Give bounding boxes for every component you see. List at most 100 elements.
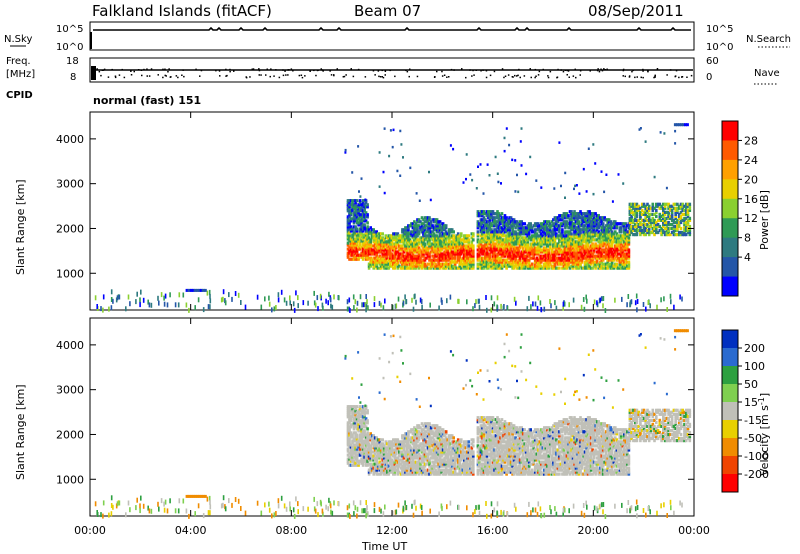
power-cell [597, 264, 600, 268]
velocity-cell [358, 449, 362, 453]
velocity-cell [352, 427, 356, 431]
power-cell [547, 236, 551, 240]
power-cell [509, 254, 513, 258]
power-cell [358, 209, 362, 213]
power-cell [444, 256, 448, 260]
power-cell [538, 242, 542, 246]
power-cell [404, 254, 407, 258]
nave-dot [556, 76, 559, 78]
power-cell [527, 264, 531, 268]
power-cell [426, 250, 430, 254]
power-cell [632, 226, 635, 231]
velocity-cell [402, 448, 406, 452]
velocity-cell [376, 472, 380, 476]
power-cell [354, 199, 357, 203]
power-cell [646, 222, 649, 227]
power-cell [453, 262, 457, 266]
velocity-cell [379, 442, 383, 446]
power-cell [366, 213, 369, 217]
velocity-cell [358, 407, 362, 411]
nave-dot [258, 68, 260, 70]
power-cell [574, 216, 578, 220]
power-cell [642, 226, 646, 231]
power-cell [676, 224, 679, 229]
power-cell [660, 228, 663, 233]
power-cell [443, 256, 446, 260]
power-cell [588, 258, 591, 262]
power-cell [570, 248, 573, 252]
power-cell [585, 228, 588, 232]
power-cell [372, 264, 375, 268]
power-cell [582, 212, 585, 216]
power-cell [482, 266, 486, 270]
power-cell [684, 204, 688, 208]
power-cell [621, 224, 625, 228]
power-cell [460, 234, 463, 238]
power-cell [610, 260, 614, 264]
power-cell [591, 212, 594, 216]
power-cell [408, 232, 412, 236]
power-cell [549, 234, 552, 238]
power-cell [637, 206, 640, 210]
power-cell [364, 251, 368, 255]
power-cell [382, 262, 386, 266]
power-cell [588, 234, 591, 238]
power-cell [485, 246, 489, 250]
power-cell [595, 220, 599, 224]
power-cell [493, 216, 496, 220]
velocity-cell [373, 446, 377, 450]
power-cell [598, 216, 602, 220]
power-cell [505, 222, 508, 226]
velocity-echo-cells [94, 329, 692, 519]
velocity-cell [401, 458, 404, 462]
power-cell [544, 238, 548, 242]
velocity-cell [357, 415, 360, 419]
power-cell [411, 230, 415, 234]
nave-tick-top: 60 [706, 56, 719, 67]
power-cell [577, 250, 581, 254]
velocity-cell [401, 472, 404, 476]
power-cell [672, 226, 676, 231]
power-cell [541, 256, 545, 260]
power-cell [401, 266, 404, 270]
power-cell [562, 246, 566, 250]
velocity-cell [401, 466, 404, 470]
power-cell [627, 260, 631, 264]
power-cell [615, 266, 619, 270]
power-cell [373, 302, 376, 308]
power-cell [441, 228, 445, 232]
velocity-cell [389, 470, 392, 474]
power-cell [423, 226, 427, 230]
power-cell [556, 226, 560, 230]
nave-dot [377, 70, 380, 72]
power-cell [517, 242, 520, 246]
velocity-cell [360, 441, 363, 445]
power-cell [360, 235, 363, 239]
power-cell [500, 266, 504, 270]
power-cell [623, 236, 626, 240]
power-cell [520, 244, 523, 248]
power-cell [670, 218, 674, 222]
power-cell [658, 228, 662, 233]
power-cell [620, 258, 623, 262]
nave-dot [642, 70, 644, 72]
power-cell [533, 258, 537, 262]
power-cell [586, 216, 590, 220]
power-cell [508, 143, 511, 147]
power-cell [414, 228, 418, 232]
velocity-cell [349, 417, 353, 421]
power-cell [413, 236, 416, 240]
power-cell [684, 208, 688, 212]
power-cell [514, 254, 517, 258]
velocity-cell [369, 432, 372, 436]
power-cell [352, 257, 356, 261]
power-cell [393, 236, 397, 240]
velocity-cell [387, 448, 391, 452]
power-cell [562, 244, 566, 248]
power-cell [646, 228, 649, 233]
power-cell [610, 230, 614, 234]
power-cell [493, 220, 496, 224]
velocity-cell [395, 458, 398, 462]
power-cell [526, 226, 529, 230]
power-cell [511, 262, 514, 266]
